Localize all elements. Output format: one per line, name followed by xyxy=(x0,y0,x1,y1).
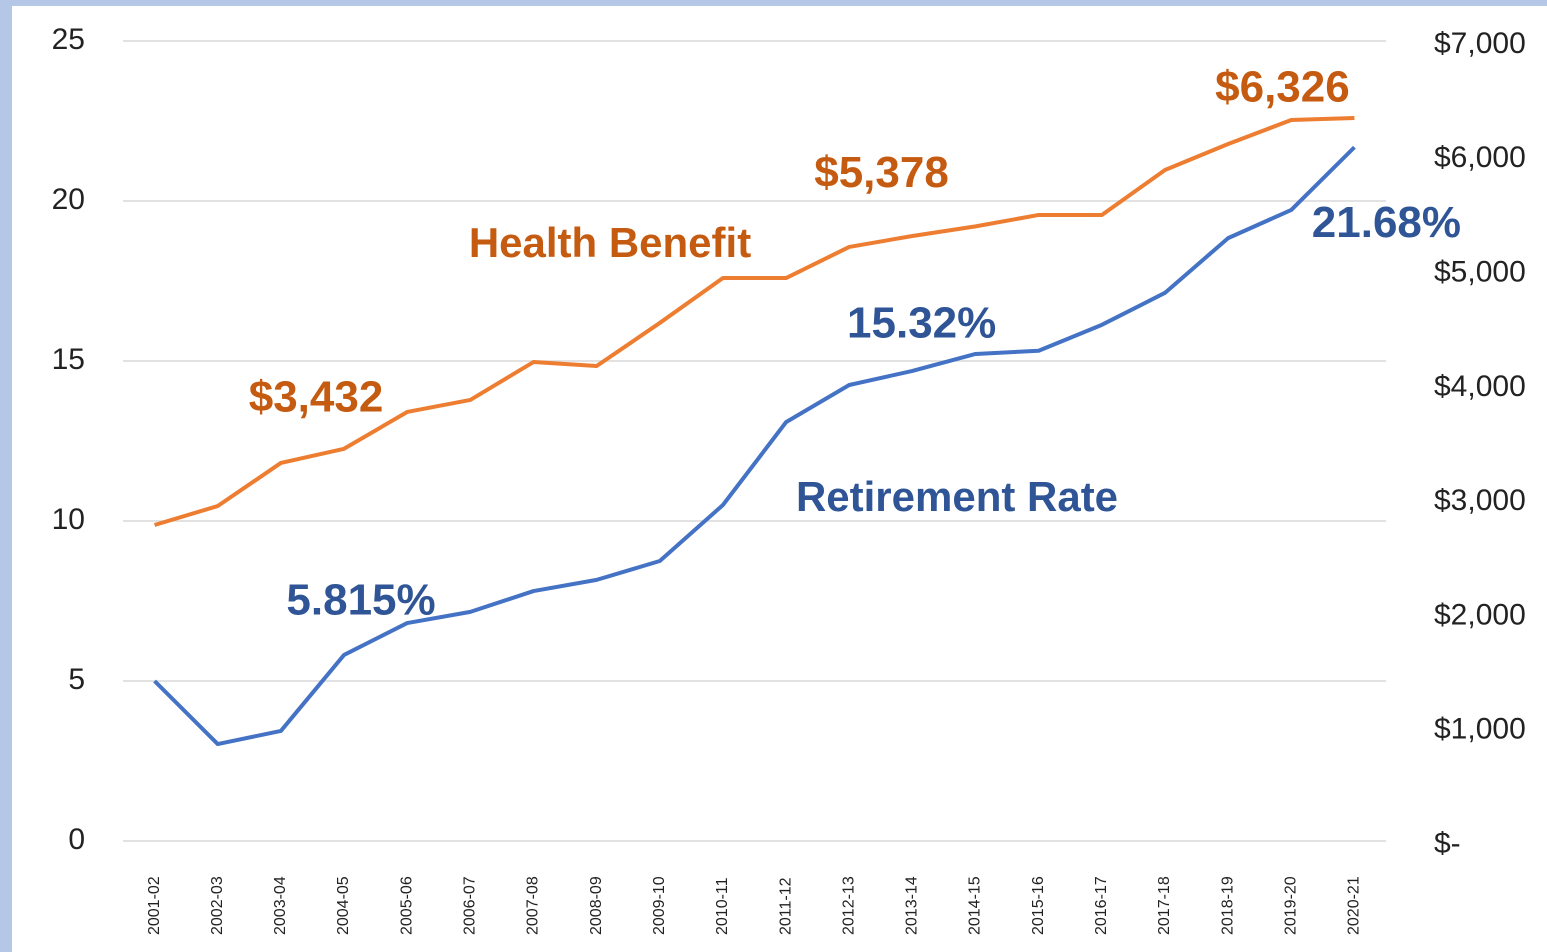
data-label: $6,326 xyxy=(1215,63,1350,112)
x-tick-label: 2019-20 xyxy=(1282,876,1299,935)
x-tick-label: 2003-04 xyxy=(272,876,289,935)
series-label: Retirement Rate xyxy=(796,473,1118,520)
x-tick-label: 2002-03 xyxy=(209,876,226,935)
x-tick-label: 2008-09 xyxy=(588,876,605,935)
series-line xyxy=(153,145,1356,747)
x-tick-label: 2010-11 xyxy=(714,877,731,935)
y-tick-label: 25 xyxy=(52,23,85,56)
x-tick-label: 2011-12 xyxy=(777,877,794,935)
y2-tick-label: $1,000 xyxy=(1434,713,1526,746)
series-line xyxy=(153,116,1355,527)
data-label: $3,432 xyxy=(249,372,384,421)
x-tick-label: 2007-08 xyxy=(525,876,542,935)
y2-tick-label: $4,000 xyxy=(1434,370,1526,403)
x-tick-label: 2015-16 xyxy=(1030,876,1047,935)
y-tick-label: 10 xyxy=(52,503,85,536)
data-label: $5,378 xyxy=(814,148,949,197)
chart: 0 5 10 15 20 25 $- $1,000 $2,000 $3,000 $4,000 $5,0… xyxy=(12,6,1547,952)
x-tick-label: 2006-07 xyxy=(462,876,479,935)
y2-tick-label: $7,000 xyxy=(1434,27,1526,60)
series-label: Health Benefit xyxy=(469,219,751,266)
y-tick-label: 15 xyxy=(52,343,85,376)
y2-tick-label: $5,000 xyxy=(1434,255,1526,288)
x-tick-label: 2001-02 xyxy=(146,876,163,935)
y2-tick-label: $3,000 xyxy=(1434,484,1526,517)
y-tick-label: 0 xyxy=(68,823,85,856)
y2-tick-label: $6,000 xyxy=(1434,141,1526,174)
x-tick-label: 2017-18 xyxy=(1156,876,1173,935)
x-tick-label: 2004-05 xyxy=(335,876,352,935)
data-label: 15.32% xyxy=(847,298,996,347)
y2-tick-label: $- xyxy=(1434,827,1461,860)
data-label: 5.815% xyxy=(286,576,435,625)
y-tick-label: 20 xyxy=(52,183,85,216)
x-tick-label: 2020-21 xyxy=(1346,876,1363,935)
x-tick-label: 2018-19 xyxy=(1219,876,1236,935)
x-tick-label: 2009-10 xyxy=(651,876,668,935)
y-tick-label: 5 xyxy=(68,663,85,696)
x-tick-label: 2014-15 xyxy=(967,876,984,935)
x-tick-label: 2016-17 xyxy=(1093,876,1110,935)
y2-tick-label: $2,000 xyxy=(1434,598,1526,631)
x-tick-label: 2005-06 xyxy=(398,876,415,935)
x-tick-label: 2012-13 xyxy=(840,876,857,935)
x-tick-label: 2013-14 xyxy=(904,876,921,935)
data-label: 21.68% xyxy=(1312,198,1461,247)
